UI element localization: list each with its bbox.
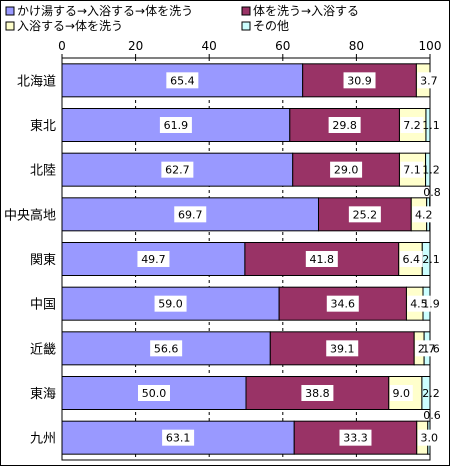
data-label: 34.6 [331, 298, 356, 311]
data-label: 41.8 [310, 253, 335, 266]
x-tick-label: 40 [202, 39, 217, 53]
data-label-bg [166, 72, 199, 89]
data-label: 1.2 [422, 164, 440, 177]
data-label: 2.7 [418, 342, 436, 355]
x-tick-label: 20 [128, 39, 143, 53]
data-label: 9.0 [393, 387, 411, 400]
data-label: 7.1 [403, 164, 421, 177]
data-label-bg [330, 161, 363, 178]
category-label: 東海 [30, 386, 56, 402]
category-label: 近畿 [30, 342, 56, 357]
data-label-bg [400, 161, 424, 178]
data-label-bg [305, 251, 338, 267]
x-tick-label: 0 [58, 39, 66, 53]
data-label-bg [417, 72, 441, 89]
data-label-bg [159, 117, 192, 133]
category-label: 北陸 [30, 163, 56, 179]
x-tick-label: 60 [275, 39, 290, 53]
data-label-bg [415, 340, 439, 357]
data-label: 1.9 [422, 298, 440, 311]
legend-label: 体を洗う→入浴する [253, 4, 359, 18]
data-label-bg [174, 206, 207, 223]
data-label-bg [389, 385, 413, 401]
category-label: 関東 [30, 252, 56, 268]
data-label-bg [407, 295, 431, 312]
data-label-bg [137, 251, 170, 267]
bar-segment [425, 152, 431, 187]
category-label: 北海道 [17, 74, 56, 89]
data-label: 4.5 [410, 298, 428, 311]
data-label: 29.0 [334, 164, 359, 177]
category-label: 九州 [30, 432, 56, 447]
data-label-bg [400, 117, 424, 133]
data-label-bg [138, 385, 170, 401]
data-label-bg [154, 295, 187, 312]
data-label: 4.2 [415, 208, 433, 221]
data-label: 3.0 [421, 432, 439, 445]
legend-swatch [241, 21, 251, 31]
data-label: 65.4 [170, 74, 195, 87]
data-label: 61.9 [164, 119, 189, 132]
legend-swatch [241, 6, 251, 16]
data-label: 2.2 [422, 387, 440, 400]
data-label: 3.7 [420, 74, 438, 87]
data-label-bg [326, 295, 359, 312]
data-label: 0.6 [423, 409, 441, 422]
data-label: 1.1 [422, 119, 440, 132]
data-label-bg [417, 429, 441, 446]
legend-label: その他 [253, 19, 289, 33]
legend-label: 入浴する→体を洗う [17, 19, 123, 33]
data-label: 49.7 [141, 253, 166, 266]
legend-swatch [5, 21, 15, 31]
data-label: 39.1 [330, 342, 355, 355]
bars: 北海道 65.4 30.9 3.7 東北 61.9 29.8 7.2 1.1 北陸 62.7 29.0… [4, 63, 441, 455]
data-label: 30.9 [347, 74, 372, 87]
data-label-bg [301, 385, 334, 401]
x-tick-label: 80 [349, 39, 364, 53]
data-label-bg [339, 429, 372, 446]
data-label-bg [326, 340, 359, 357]
data-label: 25.2 [353, 208, 378, 221]
data-label: 56.6 [154, 342, 179, 355]
data-label: 7.2 [403, 119, 421, 132]
category-label: 中央高地 [4, 207, 56, 223]
data-label: 33.3 [343, 432, 368, 445]
data-label: 38.8 [305, 387, 330, 400]
legend-label: かけ湯する→入浴する→体を洗う [17, 4, 193, 18]
data-label-bg [399, 251, 423, 267]
data-label: 0.8 [423, 186, 441, 199]
data-label: 59.0 [158, 298, 183, 311]
data-label-bg [162, 429, 195, 446]
data-label: 1.6 [422, 342, 440, 355]
data-label-bg [161, 161, 194, 178]
category-label: 中国 [30, 298, 56, 313]
bar-segment [425, 108, 431, 142]
data-label-bg [343, 72, 376, 89]
data-label: 62.7 [165, 164, 190, 177]
legend-swatch [5, 6, 15, 16]
data-label: 50.0 [142, 387, 167, 400]
data-label-bg [328, 117, 361, 133]
data-label: 6.4 [402, 253, 420, 266]
data-label-bg [150, 340, 183, 357]
data-label: 29.8 [332, 119, 357, 132]
bar-segment [421, 376, 431, 410]
data-label-bg [412, 206, 436, 223]
data-label: 69.7 [178, 208, 203, 221]
category-label: 東北 [30, 118, 56, 134]
x-tick-label: 100 [419, 39, 442, 53]
data-label: 63.1 [166, 432, 191, 445]
data-label-bg [348, 206, 381, 223]
data-label: 2.1 [422, 253, 440, 266]
